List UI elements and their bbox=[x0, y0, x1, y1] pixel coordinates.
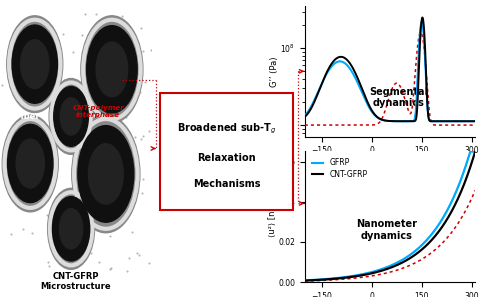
Text: CNT-GFRP
Microstructure: CNT-GFRP Microstructure bbox=[40, 272, 111, 291]
Circle shape bbox=[86, 26, 137, 113]
Text: Fiber: Fiber bbox=[15, 112, 39, 121]
Circle shape bbox=[72, 115, 140, 233]
Y-axis label: ⟨u²⟩ [nm²]: ⟨u²⟩ [nm²] bbox=[268, 196, 276, 237]
Text: Matrix: Matrix bbox=[18, 243, 48, 252]
Circle shape bbox=[78, 126, 134, 222]
Circle shape bbox=[16, 139, 44, 188]
Text: Relaxation: Relaxation bbox=[197, 153, 256, 163]
Circle shape bbox=[49, 78, 93, 154]
Circle shape bbox=[12, 25, 58, 103]
X-axis label: T (°C): T (°C) bbox=[378, 157, 402, 166]
Text: Nanometer
dynamics: Nanometer dynamics bbox=[356, 219, 417, 241]
Text: Broadened sub-T$_g$: Broadened sub-T$_g$ bbox=[177, 122, 276, 136]
Circle shape bbox=[52, 197, 90, 261]
Circle shape bbox=[60, 98, 82, 135]
Circle shape bbox=[96, 42, 128, 97]
Text: Mechanisms: Mechanisms bbox=[193, 179, 261, 189]
Circle shape bbox=[2, 115, 58, 212]
Circle shape bbox=[81, 16, 143, 123]
Circle shape bbox=[21, 40, 49, 89]
Circle shape bbox=[60, 209, 83, 249]
Circle shape bbox=[7, 16, 63, 113]
Text: Segmental
dynamics: Segmental dynamics bbox=[369, 87, 428, 108]
FancyBboxPatch shape bbox=[160, 93, 293, 210]
Text: CNT-polymer
interphase: CNT-polymer interphase bbox=[72, 105, 124, 118]
Circle shape bbox=[88, 144, 123, 204]
Circle shape bbox=[48, 188, 95, 269]
Legend: GFRP, CNT-GFRP: GFRP, CNT-GFRP bbox=[309, 155, 371, 182]
Y-axis label: G’’ (Pa): G’’ (Pa) bbox=[270, 56, 279, 86]
Circle shape bbox=[54, 86, 88, 146]
Circle shape bbox=[8, 124, 53, 203]
